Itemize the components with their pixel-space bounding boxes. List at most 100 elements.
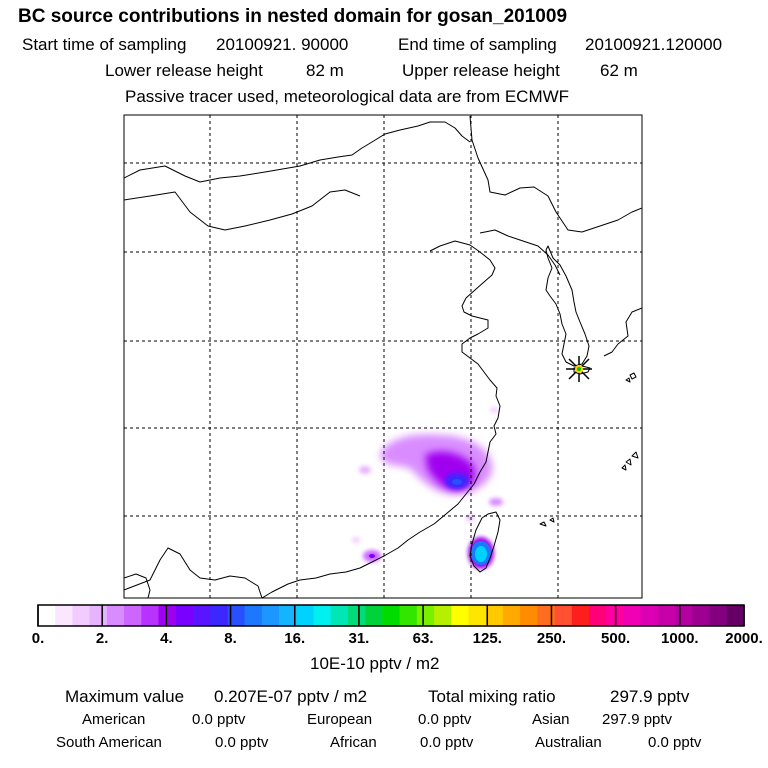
region-value: 0.0 pptv: [215, 734, 269, 751]
region-name: American: [82, 711, 146, 728]
colorbar-cell: [399, 605, 418, 626]
colorbar-cell: [537, 605, 556, 626]
upper-height-value: 62 m: [600, 61, 638, 80]
max-value-label: Maximum value: [65, 687, 185, 706]
japan-coast: [603, 307, 642, 357]
plume-peak: [452, 479, 462, 485]
colorbar-tick-label: 500.: [601, 630, 631, 647]
islet: [549, 517, 555, 523]
colorbar-cell: [502, 605, 521, 626]
korea-coast: [545, 245, 590, 367]
colorbar-cell: [261, 605, 280, 626]
colorbar-tick-label: 2000.: [725, 630, 763, 647]
hainan-coast: [124, 573, 151, 598]
colorbar-cell: [89, 605, 108, 626]
plume-speck: [352, 537, 360, 543]
map-frame: [123, 114, 643, 599]
colorbar-cell: [296, 605, 315, 626]
lower-height-value: 82 m: [306, 61, 344, 80]
plume-central-china: [352, 407, 503, 543]
colorbar-cell: [227, 605, 246, 626]
region-value: 0.0 pptv: [648, 734, 702, 751]
islet: [539, 521, 547, 527]
colorbar-tick-label: 4.: [160, 630, 173, 647]
colorbar-tick-label: 2.: [95, 630, 109, 647]
colorbar-tick-label: 250.: [536, 630, 567, 647]
colorbar-cell: [72, 605, 91, 626]
colorbar: [37, 604, 745, 627]
colorbar-cell: [657, 605, 676, 626]
colorbar-cell: [451, 605, 470, 626]
islet: [631, 451, 639, 459]
start-time-value: 20100921. 90000: [216, 35, 349, 54]
region-name: Australian: [535, 734, 602, 751]
northeast-border: [469, 115, 642, 233]
colorbar-tick-label: 1000.: [661, 630, 699, 647]
region-value: 0.0 pptv: [418, 711, 472, 728]
region-value: 0.0 pptv: [420, 734, 474, 751]
end-time-label: End time of sampling: [398, 35, 557, 54]
colorbar-cell: [485, 605, 504, 626]
colorbar-cell: [571, 605, 590, 626]
colorbar-cell: [330, 605, 349, 626]
colorbar-tick-label: 63.: [412, 630, 434, 647]
region-name: African: [330, 734, 377, 751]
colorbar-cell: [175, 605, 194, 626]
colorbar-cell: [244, 605, 263, 626]
colorbar-cell: [623, 605, 642, 626]
korea-border: [479, 229, 561, 276]
colorbar-unit-label: 10E-10 pptv / m2: [310, 654, 440, 673]
colorbar-cell: [520, 605, 538, 626]
region-name: South American: [56, 734, 162, 751]
colorbar-cell: [141, 605, 160, 626]
region-name: European: [307, 711, 373, 728]
plume-speck: [359, 466, 371, 474]
colorbar-cell: [365, 605, 383, 626]
islet: [625, 377, 631, 383]
plume-south-core: [369, 554, 375, 558]
upper-height-label: Upper release height: [402, 61, 560, 80]
region-name: Asian: [532, 711, 570, 728]
islet: [625, 458, 632, 466]
data-source-note: Passive tracer used, meteorological data…: [125, 87, 570, 106]
grid-lines: [124, 115, 642, 598]
china-coast: [261, 240, 501, 598]
region-value: 0.0 pptv: [192, 711, 246, 728]
plume-taiwan: [468, 537, 494, 569]
colorbar-tick-label: 31.: [348, 630, 370, 647]
inner-border: [124, 189, 361, 231]
colorbar-cell: [124, 605, 142, 626]
south-border: [124, 547, 263, 598]
colorbar-cell: [106, 605, 125, 626]
total-mixing-value: 297.9 pptv: [610, 687, 690, 706]
colorbar-cell: [210, 605, 229, 626]
start-time-label: Start time of sampling: [22, 35, 187, 54]
islet: [629, 372, 637, 380]
taiwan-coast: [469, 511, 501, 573]
colorbar-cell: [279, 605, 297, 626]
chart-title: BC source contributions in nested domain…: [18, 6, 568, 27]
end-time-value: 20100921.120000: [585, 35, 723, 54]
max-value: 0.207E-07 pptv / m2: [214, 687, 368, 706]
plume-speck: [489, 498, 503, 506]
colorbar-cell: [726, 605, 745, 626]
colorbar-tick-label: 8.: [224, 630, 237, 647]
colorbar-cell: [382, 605, 401, 626]
colorbar-cell: [554, 605, 573, 626]
colorbar-cell: [313, 605, 332, 626]
plume-south-china: [363, 550, 381, 562]
colorbar-cell: [709, 605, 728, 626]
colorbar-cell: [692, 605, 711, 626]
islet: [621, 464, 627, 471]
colorbar-cell: [347, 605, 366, 626]
colorbar-cell: [38, 605, 56, 626]
colorbar-tick-label: 16.: [284, 630, 306, 647]
colorbar-cell: [192, 605, 211, 626]
lower-height-label: Lower release height: [105, 61, 263, 80]
mongolia-border: [124, 121, 471, 183]
colorbar-cell: [158, 605, 177, 626]
colorbar-cell: [434, 605, 452, 626]
colorbar-cell: [675, 605, 693, 626]
plume-taiwan-core: [475, 546, 487, 562]
